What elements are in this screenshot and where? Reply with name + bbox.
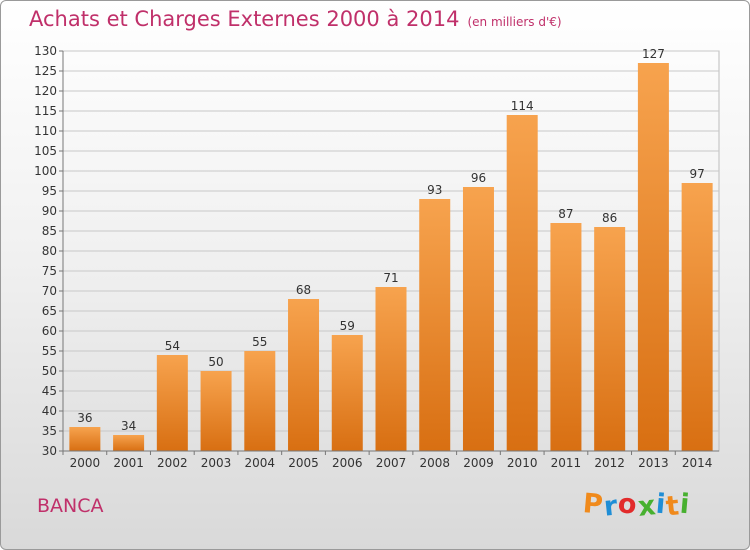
bar-value-label: 127 (642, 47, 665, 61)
y-tick-label: 40 (42, 404, 57, 418)
y-tick-label: 130 (34, 44, 57, 58)
x-tick-label: 2010 (507, 456, 538, 470)
y-tick-label: 125 (34, 64, 57, 78)
x-tick-label: 2000 (70, 456, 101, 470)
bar-value-label: 59 (340, 319, 355, 333)
commune-name: BANCA (37, 495, 104, 517)
bar-2008 (419, 199, 451, 451)
chart-title: Achats et Charges Externes 2000 à 2014 (e… (29, 7, 562, 31)
bar-2005 (288, 299, 320, 451)
bar-value-label: 36 (77, 411, 92, 425)
x-tick-label: 2004 (245, 456, 276, 470)
x-tick-label: 2001 (113, 456, 144, 470)
y-tick-label: 115 (34, 104, 57, 118)
bar-2007 (375, 287, 407, 451)
y-tick-label: 85 (42, 224, 57, 238)
x-tick-label: 2014 (682, 456, 713, 470)
bar-value-label: 68 (296, 283, 311, 297)
bars: 36 34 54 50 55 68 59 71 93 96 114 87 86 127 97 (69, 47, 713, 451)
chart-subtitle: (en milliers d'€) (467, 15, 562, 29)
bar-2011 (550, 223, 582, 451)
bar-value-label: 93 (427, 183, 442, 197)
y-tick-label: 120 (34, 84, 57, 98)
x-tick-label: 2013 (638, 456, 669, 470)
bar-value-label: 87 (558, 207, 573, 221)
bar-value-label: 34 (121, 419, 136, 433)
y-tick-label: 55 (42, 344, 57, 358)
bar-value-label: 50 (208, 355, 223, 369)
x-tick-label: 2009 (463, 456, 494, 470)
x-axis: 2000 2001 2002 2003 2004 2005 2006 2007 2008 2009… (62, 450, 719, 470)
y-tick-label: 100 (34, 164, 57, 178)
bar-value-label: 55 (252, 335, 267, 349)
y-tick-label: 90 (42, 204, 57, 218)
y-tick-label: 30 (42, 444, 57, 458)
y-tick-label: 50 (42, 364, 57, 378)
x-tick-label: 2003 (201, 456, 232, 470)
bar-value-label: 97 (689, 167, 704, 181)
y-tick-label: 75 (42, 264, 57, 278)
y-tick-label: 80 (42, 244, 57, 258)
x-tick-label: 2005 (288, 456, 319, 470)
bar-value-label: 86 (602, 211, 617, 225)
x-tick-label: 2007 (376, 456, 407, 470)
y-tick-label: 110 (34, 124, 57, 138)
y-tick-label: 60 (42, 324, 57, 338)
bar-value-label: 54 (165, 339, 180, 353)
bar-2000 (69, 427, 101, 451)
x-tick-label: 2011 (551, 456, 582, 470)
bar-2012 (594, 227, 626, 451)
x-tick-label: 2002 (157, 456, 188, 470)
chart-title-text: Achats et Charges Externes 2000 à 2014 (29, 7, 460, 31)
bar-2010 (506, 115, 538, 451)
y-tick-label: 35 (42, 424, 57, 438)
bar-2009 (462, 187, 494, 451)
bar-value-label: 71 (383, 271, 398, 285)
bar-2003 (200, 371, 232, 451)
bar-value-label: 114 (511, 99, 534, 113)
logo-letter: i (678, 488, 692, 521)
bar-value-label: 96 (471, 171, 486, 185)
proxiti-logo: Proxiti (582, 488, 692, 523)
bar-2006 (331, 335, 363, 451)
y-tick-label: 95 (42, 184, 57, 198)
y-tick-label: 70 (42, 284, 57, 298)
x-tick-label: 2008 (419, 456, 450, 470)
x-tick-label: 2012 (594, 456, 625, 470)
y-tick-label: 65 (42, 304, 57, 318)
bar-2001 (113, 435, 145, 451)
bar-2004 (244, 351, 276, 451)
bar-2002 (156, 355, 188, 451)
bar-2014 (681, 183, 713, 451)
y-tick-label: 45 (42, 384, 57, 398)
y-tick-label: 105 (34, 144, 57, 158)
x-tick-label: 2006 (332, 456, 363, 470)
bar-2013 (637, 63, 669, 451)
y-axis: 30 35 40 45 50 55 60 65 70 75 80 85 90 95 100 105 110 115… (34, 44, 64, 458)
